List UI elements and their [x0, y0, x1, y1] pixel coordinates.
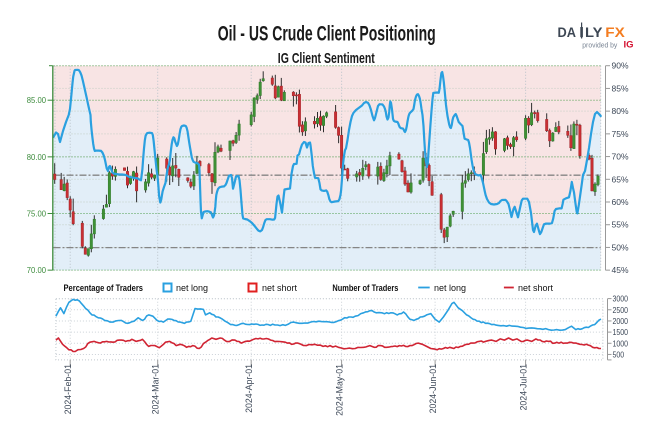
svg-text:2024-Jul-01: 2024-Jul-01	[519, 364, 529, 411]
svg-text:50%: 50%	[612, 242, 629, 252]
svg-text:2024-May-01: 2024-May-01	[335, 364, 345, 416]
svg-text:60%: 60%	[612, 197, 629, 207]
svg-text:85%: 85%	[612, 83, 629, 93]
svg-text:net long: net long	[434, 283, 466, 293]
svg-text:net short: net short	[518, 283, 554, 293]
svg-text:DA: DA	[558, 24, 577, 40]
svg-text:90%: 90%	[612, 61, 629, 71]
svg-text:85.00: 85.00	[27, 95, 46, 105]
svg-text:2024-Jun-01: 2024-Jun-01	[428, 364, 438, 414]
svg-text:LY: LY	[585, 24, 603, 40]
svg-text:55%: 55%	[612, 220, 629, 230]
svg-text:2000: 2000	[613, 316, 629, 326]
svg-text:net long: net long	[176, 283, 208, 293]
svg-text:80%: 80%	[612, 106, 629, 116]
svg-text:Percentage of Traders: Percentage of Traders	[64, 283, 144, 293]
svg-text:500: 500	[613, 349, 625, 359]
svg-text:IG Client Sentiment: IG Client Sentiment	[278, 50, 375, 67]
svg-text:1500: 1500	[613, 327, 629, 337]
svg-text:Number of Traders: Number of Traders	[332, 283, 398, 293]
svg-text:45%: 45%	[612, 265, 629, 275]
svg-text:2024-Mar-01: 2024-Mar-01	[151, 364, 161, 414]
svg-text:2500: 2500	[613, 305, 629, 315]
svg-text:65%: 65%	[612, 174, 629, 184]
svg-text:net short: net short	[262, 283, 298, 293]
svg-text:70.00: 70.00	[27, 265, 46, 275]
svg-text:75.00: 75.00	[27, 209, 46, 219]
svg-text:Oil - US Crude Client Position: Oil - US Crude Client Positioning	[218, 22, 436, 45]
svg-text:2024-Apr-01: 2024-Apr-01	[244, 364, 254, 413]
svg-text:provided by: provided by	[582, 40, 617, 49]
svg-text:70%: 70%	[612, 152, 629, 162]
svg-text:2024-Feb-01: 2024-Feb-01	[63, 364, 73, 414]
svg-text:75%: 75%	[612, 129, 629, 139]
svg-text:80.00: 80.00	[27, 152, 46, 162]
svg-text:1000: 1000	[613, 338, 629, 348]
svg-text:3000: 3000	[613, 294, 629, 304]
svg-text:FX: FX	[605, 24, 625, 40]
svg-text:IG: IG	[624, 40, 634, 51]
